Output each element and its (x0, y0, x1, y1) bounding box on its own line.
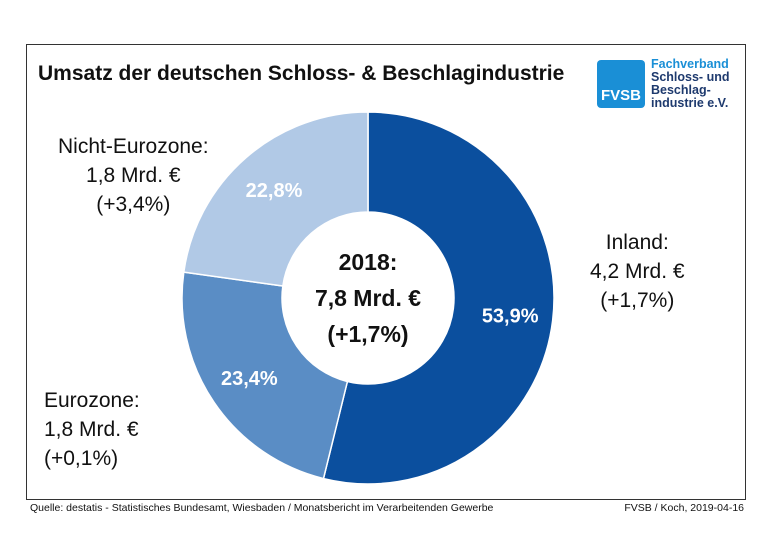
center-label-line: 7,8 Mrd. € (315, 285, 421, 311)
label-inland: Inland: 4,2 Mrd. € (+1,7%) (590, 228, 685, 315)
label-value: 1,8 Mrd. € (44, 418, 139, 441)
slice-percent-label: 22,8% (246, 180, 303, 202)
slice-percent-label: 23,4% (221, 368, 278, 390)
source-note: Quelle: destatis - Statistisches Bundesa… (30, 502, 494, 514)
label-nicht-eurozone: Nicht-Eurozone: 1,8 Mrd. € (+3,4%) (58, 132, 209, 219)
label-name: Nicht-Eurozone: (58, 135, 209, 158)
credit-note: FVSB / Koch, 2019-04-16 (624, 502, 744, 514)
center-label-line: (+1,7%) (327, 321, 408, 347)
logo-line: Beschlag- (651, 83, 711, 97)
label-eurozone: Eurozone: 1,8 Mrd. € (+0,1%) (44, 386, 140, 473)
logo-line: industrie e.V. (651, 96, 729, 110)
label-value: 1,8 Mrd. € (86, 164, 181, 187)
logo-line: Fachverband (651, 57, 729, 71)
logo-mark: FVSB (597, 60, 645, 108)
chart-title: Umsatz der deutschen Schloss- & Beschlag… (38, 62, 565, 85)
chart-frame (26, 44, 746, 500)
donut-slice-eurozone (181, 271, 349, 480)
label-name: Inland: (605, 231, 669, 254)
label-name: Eurozone: (44, 389, 140, 412)
label-change: (+0,1%) (44, 447, 119, 470)
donut-slice-nicht-eurozone (182, 111, 369, 287)
slice-percent-label: 53,9% (482, 305, 539, 327)
label-value: 4,2 Mrd. € (590, 260, 685, 283)
fvsb-logo: FVSB Fachverband Schloss- und Beschlag- … (597, 58, 729, 110)
label-change: (+1,7%) (600, 289, 675, 312)
logo-text: Fachverband Schloss- und Beschlag- indus… (651, 58, 729, 110)
logo-line: Schloss- und (651, 70, 730, 84)
label-change: (+3,4%) (96, 193, 171, 216)
donut-slice-inland (322, 111, 555, 485)
center-label-line: 2018: (339, 249, 398, 275)
